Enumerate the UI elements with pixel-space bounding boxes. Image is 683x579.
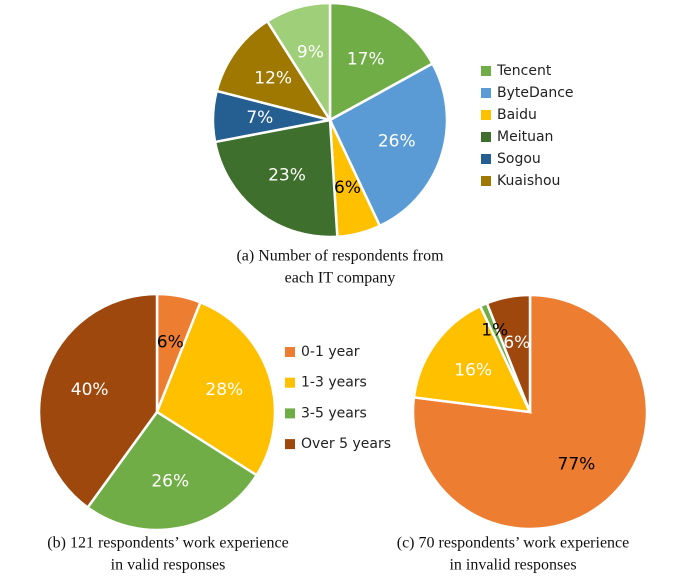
legend-swatch (481, 66, 491, 76)
slice-label: 23% (268, 165, 306, 185)
pie-slice (265, 1, 332, 125)
legend-label: Over 5 years (301, 436, 391, 452)
legend-label: Tencent (496, 63, 552, 79)
slice-label: 6% (503, 333, 530, 353)
slice-label: 6% (334, 178, 361, 198)
legend-swatch (285, 408, 295, 419)
caption: (b) 121 respondents’ work experience (47, 535, 288, 552)
caption: in valid responses (111, 557, 226, 574)
pie-slice (485, 293, 532, 413)
slice-label: 17% (347, 50, 385, 70)
caption: (c) 70 respondents’ work experience (397, 535, 630, 552)
legend-swatch (285, 439, 295, 450)
caption: (a) Number of respondents from (236, 248, 444, 265)
pie-slice (37, 292, 159, 510)
slice-label: 9% (297, 43, 324, 63)
pie-slice (215, 19, 333, 122)
slice-label: 26% (378, 132, 416, 152)
pie-slice (328, 61, 449, 228)
legend-label: Meituan (497, 129, 553, 145)
legend-swatch (285, 347, 295, 357)
caption: in invalid responses (449, 557, 576, 574)
legend-label: 1-3 years (301, 375, 367, 391)
pie-slice (85, 410, 259, 532)
caption: each IT company (285, 270, 396, 287)
legend-swatch (481, 110, 491, 120)
slice-label: 28% (205, 380, 243, 400)
legend-label: Sogou (497, 151, 541, 167)
pie-slice (412, 304, 533, 414)
slice-label: 6% (157, 332, 184, 352)
legend-swatch (481, 176, 491, 186)
slice-label: 7% (246, 108, 273, 128)
legend-label: ByteDance (497, 85, 574, 101)
slice-label: 16% (454, 361, 492, 381)
legend-swatch (481, 88, 491, 98)
pie-slice (328, 1, 435, 123)
legend-label: Kuaishou (497, 173, 560, 189)
slice-label: 77% (558, 455, 596, 475)
legend-swatch (285, 377, 295, 388)
pie-slice (213, 118, 339, 239)
slice-label: 26% (151, 472, 189, 492)
slice-label: 1% (481, 320, 508, 340)
legend-label: 3-5 years (301, 405, 367, 421)
slice-label: 40% (71, 380, 109, 400)
legend-label: 0-1 year (301, 344, 360, 360)
legend-label: Baidu (497, 107, 537, 123)
legend-swatch (481, 132, 491, 142)
slice-label: 12% (254, 69, 292, 89)
legend-swatch (481, 154, 491, 164)
pie-slice (155, 300, 277, 477)
